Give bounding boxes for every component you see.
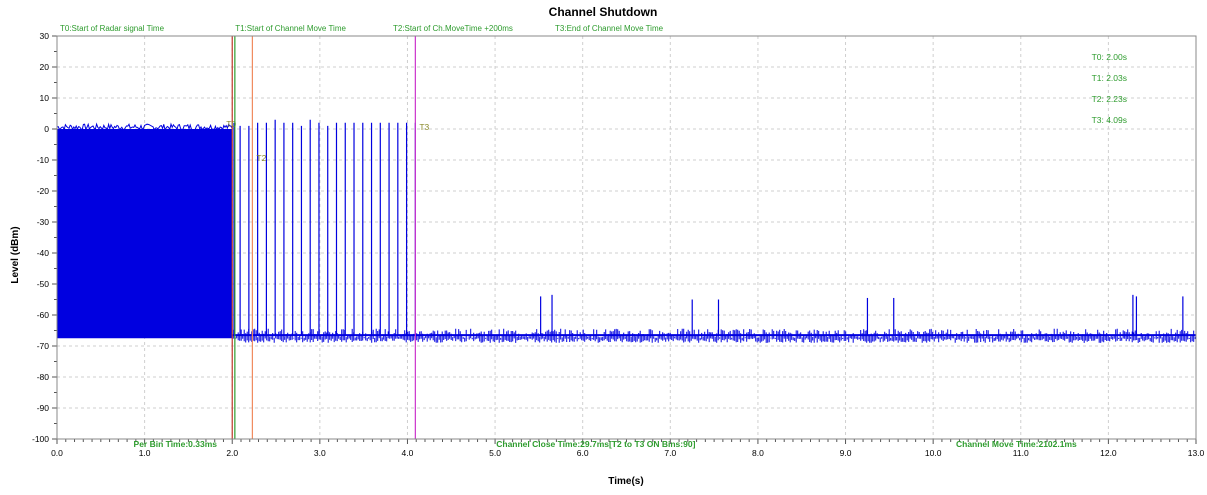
y-tick-label: -60: [37, 310, 50, 320]
y-tick-label: 30: [40, 31, 50, 41]
x-tick-label: 4.0: [402, 448, 414, 458]
x-tick-label: 13.0: [1188, 448, 1205, 458]
marker-label-t3: T3: [419, 122, 429, 132]
top-label-2: T2:Start of Ch.MoveTime +200ms: [393, 24, 513, 33]
y-axis-label: Level (dBm): [10, 226, 21, 283]
x-tick-label: 2.0: [226, 448, 238, 458]
radar-signal-block: [57, 129, 233, 339]
signal-series: [56, 119, 1196, 343]
y-tick-label: -50: [37, 279, 50, 289]
time-readout-1: T1: 2.03s: [1092, 73, 1127, 83]
grid-lines: [56, 35, 1197, 440]
y-tick-label: -90: [37, 403, 50, 413]
marker-label-t0: T0: [226, 119, 236, 129]
x-tick-label: 3.0: [314, 448, 326, 458]
x-tick-label: 9.0: [840, 448, 852, 458]
x-tick-label: 8.0: [752, 448, 764, 458]
time-readout-2: T2: 2.23s: [1092, 94, 1127, 104]
y-tick-label: -100: [32, 434, 49, 444]
marker-label-t2: T2: [256, 153, 266, 163]
x-tick-label: 5.0: [489, 448, 501, 458]
plot-frame: [56, 35, 1197, 440]
x-tick-label: 0.0: [51, 448, 63, 458]
x-tick-label: 6.0: [577, 448, 589, 458]
time-readout-0: T0: 2.00s: [1092, 52, 1127, 62]
x-axis-label: Time(s): [608, 476, 643, 487]
annotation-labels: T0:Start of Radar signal Time T1:Start of…: [60, 24, 1127, 449]
x-tick-label: 12.0: [1100, 448, 1117, 458]
y-tick-label: -10: [37, 155, 50, 165]
plot-area: [57, 36, 1196, 439]
x-tick-label: 11.0: [1013, 448, 1029, 458]
x-tick-label: 1.0: [139, 448, 151, 458]
time-markers: T0 T2 T3: [226, 36, 430, 439]
top-label-1: T1:Start of Channel Move Time: [235, 24, 346, 33]
x-tick-label: 10.0: [925, 448, 942, 458]
y-tick-label: -30: [37, 217, 50, 227]
axes: 30 20 10 0 -10 -20 -30 -40 -50 -60 -70 -80 -90 -1000.…: [32, 31, 1205, 458]
y-tick-label: -20: [37, 186, 50, 196]
y-tick-label: -70: [37, 341, 50, 351]
y-tick-label: 10: [40, 93, 50, 103]
y-tick-label: 20: [40, 62, 50, 72]
top-label-0: T0:Start of Radar signal Time: [60, 24, 165, 33]
bottom-label-0: Per Bin Time:0.33ms: [134, 439, 218, 449]
y-tick-label: 0: [44, 124, 49, 134]
chart-title: Channel Shutdown: [549, 5, 658, 19]
time-readout-3: T3: 4.09s: [1092, 115, 1127, 125]
top-label-3: T3:End of Channel Move Time: [555, 24, 664, 33]
bottom-label-1: Channel Close Time:29.7ms[T2 to T3 ON Bi…: [496, 439, 695, 449]
y-tick-label: -40: [37, 248, 50, 258]
radar-signal-envelope: [56, 122, 233, 132]
y-tick-label: -80: [37, 372, 50, 382]
bottom-label-2: Channel Move Time:2102.1ms: [956, 439, 1077, 449]
x-tick-label: 7.0: [664, 448, 676, 458]
